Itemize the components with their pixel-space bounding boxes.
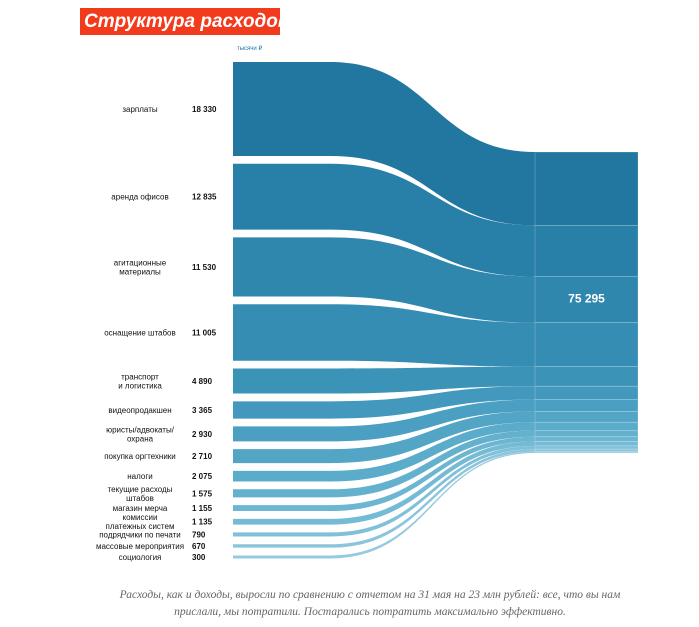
total-bar-segment <box>534 385 639 400</box>
category-label: транспорт и логистика <box>118 373 162 391</box>
category-label: оснащение штабов <box>104 328 176 337</box>
flow-band <box>233 366 535 394</box>
total-bar-segment <box>534 366 639 387</box>
flow-bands <box>233 62 639 559</box>
flow-band <box>233 436 535 512</box>
category-label: социология <box>119 553 162 562</box>
total-bar-segment <box>534 436 639 442</box>
category-label: зарплаты <box>122 105 158 114</box>
category-label: агитационные материалы <box>114 258 167 276</box>
unit-label: тысячи ₽ <box>237 46 263 52</box>
value-label: 2 075 <box>192 472 213 481</box>
value-label: 1 135 <box>192 518 213 527</box>
category-label: массовые мероприятия <box>96 542 184 551</box>
value-label: 11 530 <box>192 263 217 272</box>
total-bar-segment <box>534 151 639 226</box>
category-label: налоги <box>127 472 152 481</box>
category-label: текущие расходы штабов <box>108 485 173 503</box>
value-label: 300 <box>192 553 206 562</box>
flow-band <box>233 386 535 419</box>
total-value-label: 75 295 <box>568 292 605 306</box>
flow-band <box>233 62 535 226</box>
flow-band <box>233 430 535 498</box>
sankey-chart: зарплаты 18 330 аренда офисов 12 835 агитаци… <box>96 62 639 562</box>
value-label: 4 890 <box>192 377 213 386</box>
category-label: магазин мерча <box>113 504 168 513</box>
value-label: 790 <box>192 530 206 539</box>
total-bar-segment <box>534 430 639 438</box>
category-label: подрядчики по печати <box>99 530 181 539</box>
total-bar-segment <box>534 399 639 412</box>
value-label: 18 330 <box>192 105 217 114</box>
chart-caption: Расходы, как и доходы, выросли по сравне… <box>60 587 680 621</box>
value-label: 1 575 <box>192 489 213 498</box>
caption-line-1: Расходы, как и доходы, выросли по сравне… <box>119 589 621 601</box>
flow-band <box>233 399 535 442</box>
value-label: 2 710 <box>192 452 213 461</box>
flow-band <box>233 445 535 537</box>
total-bar-segment <box>534 441 639 447</box>
category-label: аренда офисов <box>111 193 168 202</box>
total-bar-segment <box>534 224 639 277</box>
flow-band <box>233 422 535 482</box>
total-bar-segment <box>534 451 639 454</box>
chart-title: Структура расходов <box>80 8 280 35</box>
category-label: видеопродакшен <box>108 406 171 415</box>
total-bar-segment <box>534 448 639 453</box>
caption-line-2: прислали, мы потратили. Постарались потр… <box>174 606 566 618</box>
value-label: 11 005 <box>192 328 217 337</box>
flow-band <box>233 451 535 559</box>
flow-band <box>233 441 535 525</box>
total-bar-segment <box>534 322 639 367</box>
category-label: комиссии платежных систем <box>106 513 175 531</box>
value-label: 3 365 <box>192 406 213 415</box>
value-label: 12 835 <box>192 193 217 202</box>
category-labels: зарплаты 18 330 аренда офисов 12 835 агитаци… <box>96 105 217 562</box>
category-label: юристы/адвокаты/охрана <box>106 425 175 443</box>
flow-band <box>233 411 535 464</box>
flow-band <box>233 163 535 277</box>
value-label: 670 <box>192 542 206 551</box>
total-bar-segment <box>534 276 639 323</box>
value-label: 2 930 <box>192 430 213 439</box>
category-label: покупка оргтехники <box>104 452 176 461</box>
total-bar-segment <box>534 445 639 450</box>
total-bar-segment <box>534 411 639 423</box>
total-bar-segment <box>534 421 639 431</box>
flow-band <box>233 304 535 367</box>
flow-band <box>233 237 535 323</box>
flow-band <box>233 449 535 548</box>
value-label: 1 155 <box>192 504 213 513</box>
